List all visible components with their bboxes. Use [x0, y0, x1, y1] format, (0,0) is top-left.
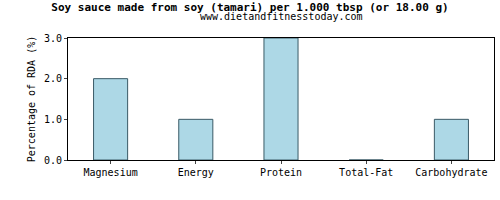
svg-text:www.dietandfitnesstoday.com: www.dietandfitnesstoday.com	[200, 11, 363, 22]
svg-text:Percentage of RDA (%): Percentage of RDA (%)	[26, 36, 37, 162]
svg-text:Carbohydrate: Carbohydrate	[415, 167, 487, 178]
svg-text:Total-Fat: Total-Fat	[339, 167, 393, 178]
svg-text:Protein: Protein	[260, 167, 302, 178]
svg-text:2.0: 2.0	[44, 73, 62, 84]
svg-text:0.0: 0.0	[44, 155, 62, 166]
svg-text:Soy sauce made from soy (tamar: Soy sauce made from soy (tamari) per 1.0…	[51, 1, 448, 14]
svg-text:Magnesium: Magnesium	[84, 167, 138, 178]
svg-text:Energy: Energy	[178, 167, 214, 178]
svg-text:1.0: 1.0	[44, 114, 62, 125]
svg-text:3.0: 3.0	[44, 33, 62, 44]
